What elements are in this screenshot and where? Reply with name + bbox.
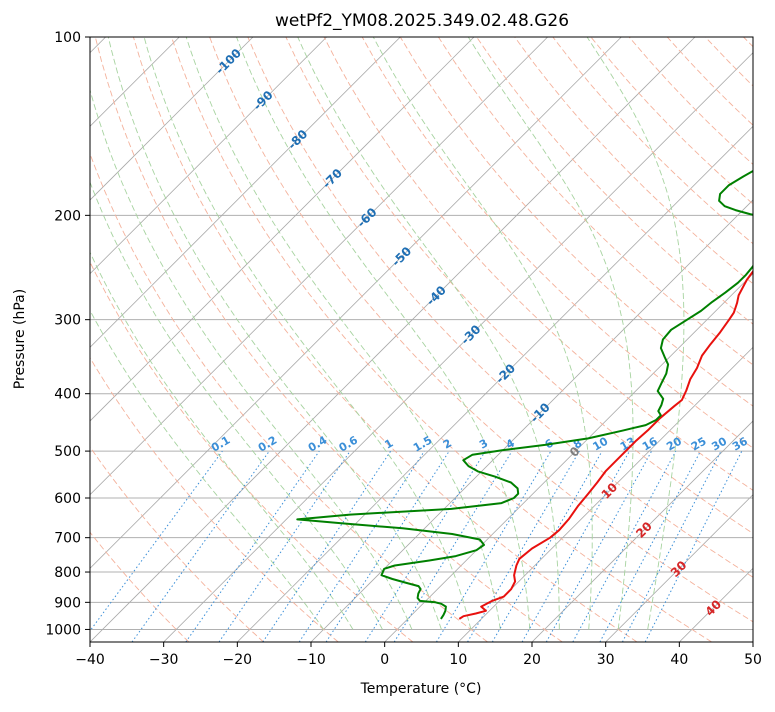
y-tick-label: 600	[54, 491, 81, 507]
x-tick-label: −40	[75, 652, 105, 668]
x-axis-label: Temperature (°C)	[360, 681, 482, 697]
x-tick-label: −20	[223, 652, 253, 668]
x-tick-label: 40	[670, 652, 688, 668]
x-tick-label: 30	[597, 652, 615, 668]
x-tick-label: 0	[380, 652, 389, 668]
y-tick-label: 900	[54, 595, 81, 611]
y-tick-label: 500	[54, 444, 81, 460]
y-tick-label: 700	[54, 531, 81, 547]
y-tick-label: 1000	[45, 622, 81, 638]
x-tick-label: 10	[449, 652, 467, 668]
chart-title: wetPf2_YM08.2025.349.02.48.G26	[275, 11, 569, 31]
y-tick-label: 100	[54, 30, 81, 46]
y-tick-label: 400	[54, 387, 81, 403]
y-tick-label: 300	[54, 313, 81, 329]
x-tick-label: −10	[296, 652, 326, 668]
x-tick-label: 20	[523, 652, 541, 668]
y-axis-label: Pressure (hPa)	[12, 289, 28, 389]
x-tick-label: −30	[149, 652, 179, 668]
y-tick-label: 200	[54, 208, 81, 224]
y-tick-label: 800	[54, 565, 81, 581]
x-tick-label: 50	[744, 652, 762, 668]
